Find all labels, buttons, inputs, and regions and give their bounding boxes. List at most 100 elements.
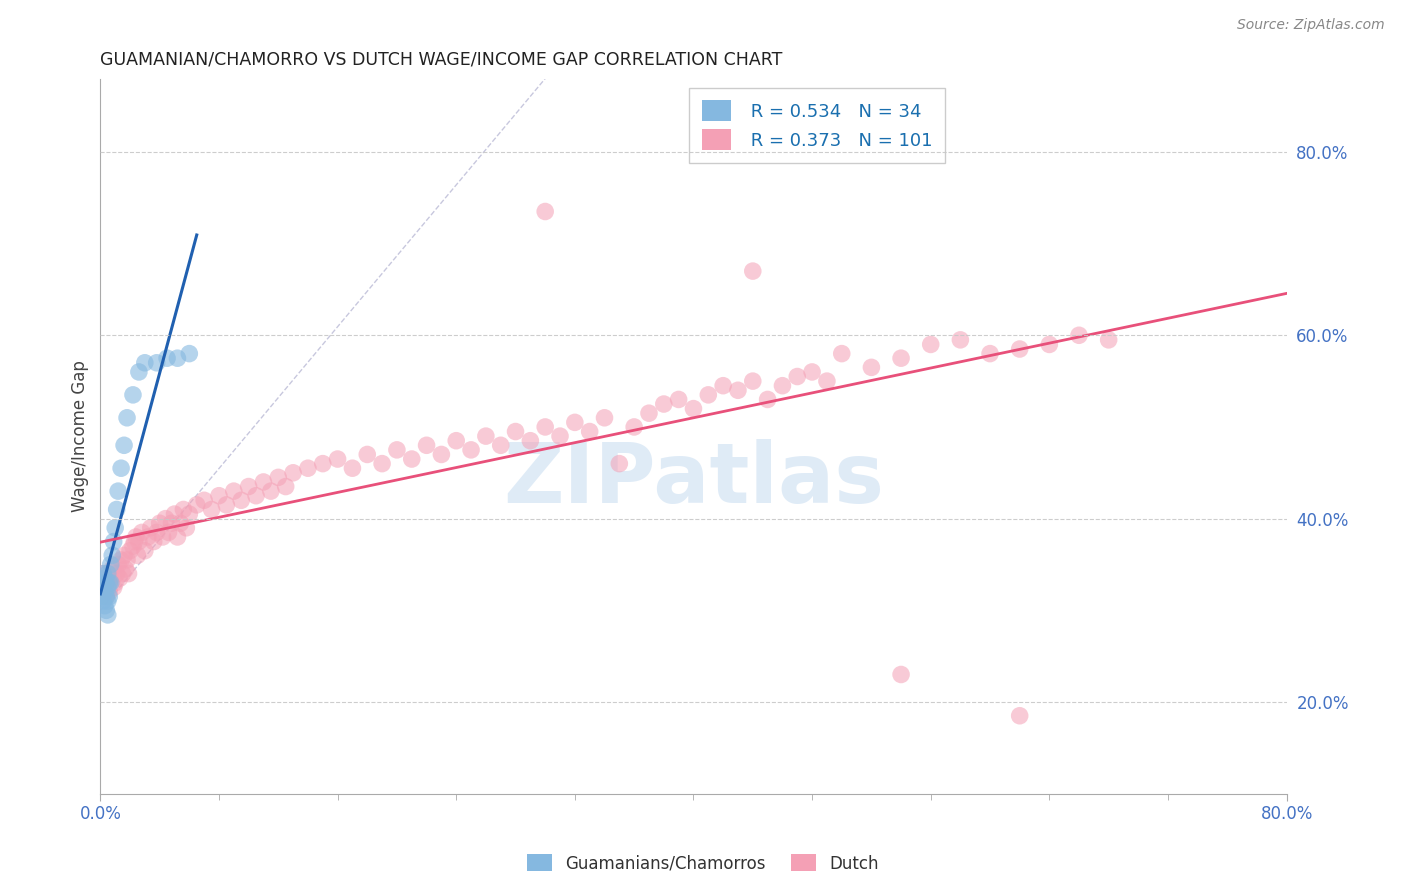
Point — [105, 502, 128, 516]
Text: GUAMANIAN/CHAMORRO VS DUTCH WAGE/INCOME GAP CORRELATION CHART: GUAMANIAN/CHAMORRO VS DUTCH WAGE/INCOME … — [100, 51, 783, 69]
Legend:  R = 0.534   N = 34,  R = 0.373   N = 101: R = 0.534 N = 34, R = 0.373 N = 101 — [689, 87, 945, 162]
Point — [179, 507, 201, 521]
Point — [97, 594, 120, 608]
Point — [297, 461, 319, 475]
Point — [1038, 337, 1060, 351]
Point — [104, 521, 127, 535]
Point — [252, 475, 274, 489]
Point — [98, 585, 121, 599]
Point — [401, 452, 423, 467]
Point — [98, 590, 121, 604]
Point — [505, 425, 527, 439]
Point — [326, 452, 349, 467]
Point — [97, 566, 120, 581]
Point — [100, 575, 122, 590]
Y-axis label: Wage/Income Gap: Wage/Income Gap — [72, 360, 89, 512]
Point — [169, 516, 191, 531]
Point — [110, 553, 132, 567]
Point — [142, 534, 165, 549]
Point — [101, 562, 124, 576]
Point — [727, 384, 749, 398]
Point — [97, 581, 120, 595]
Point — [176, 521, 198, 535]
Point — [534, 204, 557, 219]
Point — [98, 575, 121, 590]
Point — [979, 346, 1001, 360]
Point — [101, 549, 124, 563]
Point — [890, 351, 912, 366]
Point — [949, 333, 972, 347]
Point — [97, 607, 120, 622]
Point — [96, 603, 118, 617]
Point — [134, 356, 156, 370]
Point — [741, 374, 763, 388]
Point — [90, 581, 112, 595]
Point — [415, 438, 437, 452]
Point — [215, 498, 238, 512]
Point — [100, 571, 122, 585]
Point — [139, 521, 162, 535]
Point — [772, 378, 794, 392]
Point — [231, 493, 253, 508]
Point — [115, 410, 138, 425]
Point — [127, 549, 149, 563]
Point — [186, 498, 208, 512]
Point — [90, 590, 112, 604]
Point — [163, 507, 186, 521]
Point — [91, 575, 114, 590]
Point — [860, 360, 883, 375]
Point — [160, 516, 183, 531]
Point — [131, 525, 153, 540]
Point — [145, 356, 167, 370]
Point — [103, 534, 125, 549]
Point — [260, 484, 283, 499]
Point — [281, 466, 304, 480]
Point — [149, 516, 172, 531]
Point — [1008, 708, 1031, 723]
Point — [697, 388, 720, 402]
Point — [179, 346, 201, 360]
Point — [460, 442, 482, 457]
Point — [125, 530, 148, 544]
Point — [267, 470, 290, 484]
Point — [222, 484, 245, 499]
Point — [172, 502, 194, 516]
Point — [166, 351, 188, 366]
Point — [96, 575, 118, 590]
Point — [193, 493, 215, 508]
Point — [208, 489, 231, 503]
Point — [122, 539, 145, 553]
Point — [107, 484, 129, 499]
Point — [342, 461, 364, 475]
Point — [489, 438, 512, 452]
Point — [155, 511, 177, 525]
Point — [1008, 342, 1031, 356]
Point — [96, 590, 118, 604]
Point — [145, 525, 167, 540]
Point — [1067, 328, 1090, 343]
Point — [356, 447, 378, 461]
Point — [91, 566, 114, 581]
Point — [623, 420, 645, 434]
Point — [94, 581, 117, 595]
Point — [890, 667, 912, 681]
Point — [756, 392, 779, 407]
Point — [1098, 333, 1121, 347]
Point — [638, 406, 661, 420]
Point — [94, 599, 117, 613]
Point — [128, 365, 150, 379]
Point — [108, 571, 131, 585]
Point — [115, 553, 138, 567]
Point — [274, 479, 297, 493]
Point — [111, 566, 134, 581]
Point — [91, 566, 114, 581]
Point — [124, 534, 146, 549]
Point — [238, 479, 260, 493]
Text: ZIPatlas: ZIPatlas — [503, 439, 884, 519]
Point — [652, 397, 675, 411]
Point — [519, 434, 541, 448]
Point — [118, 543, 141, 558]
Point — [815, 374, 838, 388]
Point — [548, 429, 571, 443]
Point — [152, 530, 174, 544]
